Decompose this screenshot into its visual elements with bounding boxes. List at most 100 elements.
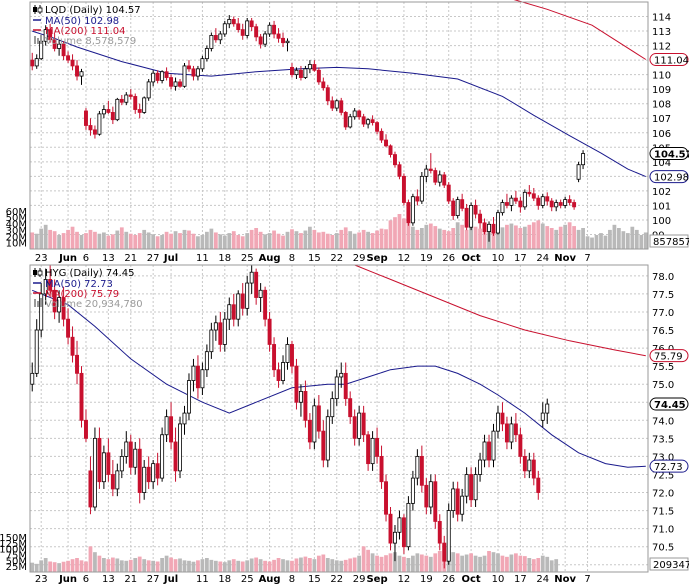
- volume-bar: [222, 235, 227, 249]
- candle-body: [276, 33, 281, 39]
- volume-bar: [93, 231, 97, 249]
- volume-bar: [294, 231, 299, 249]
- candle-body: [334, 376, 339, 400]
- candle-body: [478, 459, 483, 475]
- candle-body: [70, 336, 75, 356]
- volume-bar: [299, 557, 303, 572]
- date-tick-label: 29: [353, 574, 366, 585]
- candle-body: [388, 513, 393, 544]
- candle-body: [34, 58, 39, 67]
- volume-bar: [643, 232, 648, 249]
- volume-bar: [182, 229, 187, 249]
- candle-body: [469, 474, 474, 501]
- volume-bar: [299, 233, 303, 249]
- candle-body: [482, 441, 487, 461]
- volume-bar: [97, 555, 102, 572]
- volume-bar: [464, 229, 469, 249]
- volume-bar: [267, 561, 272, 572]
- volume-bar: [554, 559, 559, 572]
- candle-body: [254, 271, 259, 298]
- candle-body: [128, 441, 133, 468]
- volume-bar: [419, 554, 424, 572]
- volume-bar: [339, 560, 344, 572]
- candle-body: [34, 329, 39, 374]
- date-tick-label: 11: [196, 253, 209, 264]
- plot-area: [30, 2, 648, 249]
- volume-bar: [325, 233, 330, 249]
- date-tick-label: 7: [584, 253, 590, 264]
- date-tick-label: 17: [514, 574, 527, 585]
- volume-bar: [433, 226, 438, 249]
- volume-bar: [231, 559, 236, 572]
- price-tick-label: 73.0: [652, 452, 674, 463]
- volume-bar: [581, 228, 585, 249]
- volume-bar: [321, 231, 326, 249]
- volume-bar: [164, 555, 169, 572]
- volume-bar: [437, 551, 442, 572]
- volume-bar: [531, 222, 536, 249]
- price-tick-label: 112: [652, 42, 671, 53]
- value-tag: [649, 349, 689, 363]
- volume-bar: [102, 558, 106, 572]
- candle-body: [48, 279, 53, 291]
- volume-bar: [316, 555, 321, 572]
- volume-bar: [370, 233, 375, 249]
- candle-body: [446, 510, 451, 562]
- volume-bar: [88, 546, 93, 572]
- candle-body: [343, 372, 348, 400]
- candle-body: [540, 412, 545, 421]
- candle-body: [119, 456, 124, 472]
- date-tick-label: Nov: [554, 574, 576, 585]
- candle-body: [146, 466, 151, 483]
- volume-bar: [343, 559, 348, 572]
- volume-tag: [649, 557, 689, 571]
- volume-bar: [240, 561, 245, 572]
- candle-body: [84, 110, 88, 126]
- volume-bar: [61, 233, 66, 249]
- candle-body: [415, 196, 420, 202]
- candle-body: [522, 456, 527, 472]
- volume-bar: [66, 229, 70, 249]
- price-tick-label: 113: [652, 27, 671, 38]
- volume-bar: [303, 556, 308, 572]
- legend-entry: Volume 8,578,579: [45, 36, 136, 47]
- candle-body: [375, 122, 380, 132]
- volume-bar: [30, 232, 35, 249]
- volume-bar: [209, 559, 214, 572]
- volume-bar: [205, 231, 209, 249]
- candle-body: [124, 94, 129, 103]
- volume-tag-label: 8578579: [653, 237, 689, 248]
- candle-body: [384, 139, 388, 147]
- date-tick-label: 7: [584, 574, 590, 585]
- volume-bar: [357, 232, 362, 249]
- price-tick-label: 74.0: [652, 416, 674, 427]
- price-tick-label: 104: [652, 158, 671, 169]
- volume-bar: [406, 223, 411, 249]
- ma200-line: [354, 264, 646, 357]
- volume-bar: [102, 232, 106, 249]
- candle-body: [567, 199, 572, 203]
- candle-body: [276, 369, 281, 381]
- candle-body: [182, 412, 187, 425]
- volume-bar: [137, 233, 142, 249]
- volume-bar: [630, 226, 635, 249]
- volume-bar: [366, 231, 370, 249]
- candle-body: [303, 391, 308, 421]
- candle-body: [294, 365, 299, 403]
- candle-body: [182, 65, 187, 87]
- candle-body: [97, 437, 102, 483]
- volume-bar: [393, 552, 397, 572]
- candle-body: [348, 398, 353, 418]
- volume-bar: [34, 563, 39, 572]
- date-tick-label: 12: [398, 253, 411, 264]
- panel-title: HYG (Daily) 74.45: [45, 268, 134, 279]
- candle-body: [298, 69, 303, 78]
- volume-bar: [128, 559, 133, 572]
- volume-bar: [509, 554, 514, 572]
- volume-bar: [348, 231, 353, 249]
- candle-body: [146, 81, 151, 99]
- candle-body: [133, 448, 138, 468]
- volume-bar: [482, 555, 487, 572]
- volume-bar: [110, 557, 115, 572]
- volume-bar: [196, 236, 200, 249]
